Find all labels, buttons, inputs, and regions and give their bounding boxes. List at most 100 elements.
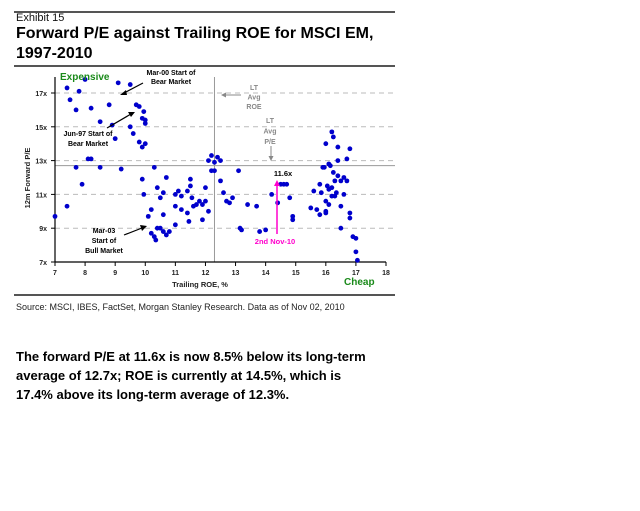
x-tick-label: 8 — [83, 270, 87, 277]
data-point — [329, 185, 335, 191]
x-tick-label: 11 — [172, 270, 180, 277]
x-tick-label: 18 — [382, 270, 390, 277]
data-point — [338, 203, 344, 209]
data-point — [323, 141, 329, 147]
data-point — [263, 227, 269, 233]
data-point — [314, 207, 320, 213]
y-tick-label: 11x — [36, 192, 47, 199]
data-point — [82, 77, 88, 82]
x-tick-label: 13 — [232, 270, 240, 277]
data-point — [218, 158, 223, 164]
data-point — [335, 144, 341, 150]
data-point — [186, 219, 192, 224]
data-point — [163, 175, 169, 180]
data-point — [64, 85, 70, 91]
data-point — [142, 117, 148, 123]
data-point — [139, 176, 145, 182]
data-point — [130, 131, 136, 136]
data-point — [185, 188, 190, 194]
data-point — [160, 229, 166, 234]
title-rule — [14, 65, 395, 67]
data-point — [227, 200, 232, 206]
data-point — [148, 230, 154, 236]
data-point — [67, 97, 73, 103]
data-point — [329, 129, 335, 135]
data-point — [172, 203, 178, 209]
data-point — [269, 192, 275, 197]
y-tick-label: 15x — [35, 125, 47, 132]
arrowhead-icon — [140, 225, 147, 231]
data-point — [166, 229, 172, 234]
data-point — [154, 185, 160, 191]
x-tick-label: 16 — [322, 270, 330, 277]
data-point — [157, 195, 163, 201]
annotation-mar03: Mar-03 — [93, 228, 116, 235]
exhibit-label: Exhibit 15 — [16, 12, 65, 24]
data-point — [197, 198, 202, 204]
data-point — [347, 215, 353, 221]
data-point — [88, 105, 94, 111]
x-axis-label: Trailing ROE, % — [172, 280, 228, 289]
data-point — [321, 164, 327, 170]
data-point — [64, 203, 70, 209]
data-point — [203, 185, 208, 191]
annotation-arrow — [123, 227, 143, 236]
data-point — [88, 156, 94, 162]
data-point — [287, 195, 293, 201]
data-point — [189, 195, 195, 201]
axes: 7x 9x 11x 13x 15x 17x 7 8 9 10 11 12 13 14 15 16 17 18 Tra… — [23, 77, 390, 289]
data-point — [136, 104, 142, 109]
data-point — [257, 229, 263, 234]
lt-avg-roe-label: LT — [250, 85, 259, 92]
annotation-jun97: Bear Market — [68, 141, 109, 148]
x-tick-label: 15 — [292, 270, 300, 277]
data-point — [338, 225, 344, 231]
lt-avg-pe-label: P/E — [264, 139, 276, 146]
expensive-label: Expensive — [60, 72, 110, 83]
data-point — [73, 164, 79, 170]
data-point — [308, 205, 314, 211]
data-point — [341, 175, 347, 180]
annotation-jun97: Jun-97 Start of — [63, 131, 113, 138]
data-point — [163, 232, 169, 238]
data-point — [206, 158, 211, 164]
data-point — [239, 227, 244, 233]
data-point — [353, 249, 359, 255]
data-point — [347, 210, 353, 216]
data-point — [318, 190, 324, 196]
data-point — [326, 161, 332, 167]
data-point — [344, 156, 350, 162]
data-point — [153, 237, 159, 243]
data-point — [344, 178, 350, 184]
data-point — [188, 183, 193, 189]
data-point — [127, 82, 133, 87]
data-point — [333, 190, 339, 196]
data-point — [118, 166, 124, 172]
data-point — [115, 80, 121, 86]
data-point — [284, 181, 290, 187]
y-tick-label: 9x — [39, 226, 47, 233]
data-point — [347, 146, 353, 152]
data-point — [212, 168, 217, 174]
y-tick-label: 17x — [35, 91, 47, 98]
data-point — [127, 124, 133, 130]
data-point — [353, 235, 359, 241]
data-point — [145, 213, 151, 219]
source-note: Source: MSCI, IBES, FactSet, Morgan Stan… — [16, 302, 345, 312]
data-point — [52, 213, 58, 219]
data-point — [79, 181, 85, 187]
summary-text: The forward P/E at 11.6x is now 8.5% bel… — [16, 349, 366, 402]
x-tick-label: 12 — [202, 270, 210, 277]
data-point — [203, 198, 208, 204]
data-point — [178, 207, 184, 213]
data-point — [311, 188, 317, 194]
data-point — [212, 159, 217, 165]
source-rule — [14, 294, 395, 296]
data-point — [194, 202, 199, 207]
data-point — [290, 217, 296, 223]
lt-avg-roe-label: ROE — [246, 104, 262, 111]
data-point — [254, 203, 260, 209]
data-point — [97, 164, 103, 170]
data-point — [221, 190, 226, 196]
data-point — [245, 202, 250, 207]
